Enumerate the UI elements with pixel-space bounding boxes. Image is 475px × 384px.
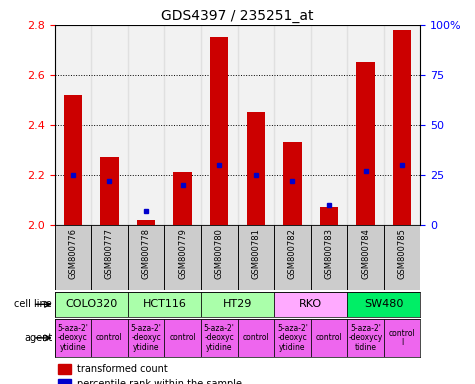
Bar <box>55 292 128 317</box>
Bar <box>91 319 128 357</box>
Bar <box>238 25 274 225</box>
Text: HCT116: HCT116 <box>142 299 186 310</box>
Bar <box>210 37 228 225</box>
Text: control: control <box>169 333 196 343</box>
Text: percentile rank within the sample: percentile rank within the sample <box>76 379 242 384</box>
Text: control: control <box>96 333 123 343</box>
Bar <box>64 95 82 225</box>
Text: 5-aza-2'
-deoxyc
ytidine: 5-aza-2' -deoxyc ytidine <box>57 324 88 352</box>
Text: control: control <box>242 333 269 343</box>
Bar <box>58 379 71 384</box>
Bar <box>128 25 164 225</box>
Text: SW480: SW480 <box>364 299 403 310</box>
Bar <box>247 112 265 225</box>
Bar <box>238 225 274 290</box>
Text: HT29: HT29 <box>223 299 252 310</box>
Text: GSM800783: GSM800783 <box>324 228 333 279</box>
Bar <box>201 292 274 317</box>
Bar <box>384 319 420 357</box>
Text: control: control <box>315 333 342 343</box>
Text: 5-aza-2'
-deoxyc
ytidine: 5-aza-2' -deoxyc ytidine <box>131 324 162 352</box>
Bar <box>356 62 375 225</box>
Bar <box>173 172 192 225</box>
Bar <box>347 292 420 317</box>
Bar <box>393 30 411 225</box>
Bar <box>274 225 311 290</box>
Bar <box>164 225 201 290</box>
Bar <box>128 319 164 357</box>
Bar <box>311 25 347 225</box>
Text: GSM800784: GSM800784 <box>361 228 370 279</box>
Text: GSM800776: GSM800776 <box>68 228 77 279</box>
Bar <box>55 25 91 225</box>
Text: cell line: cell line <box>15 299 52 310</box>
Bar <box>201 225 238 290</box>
Text: 5-aza-2'
-deoxycy
tidine: 5-aza-2' -deoxycy tidine <box>348 324 383 352</box>
Text: control
l: control l <box>389 329 416 347</box>
Bar <box>58 364 71 374</box>
Bar <box>274 292 347 317</box>
Bar <box>283 142 302 225</box>
Title: GDS4397 / 235251_at: GDS4397 / 235251_at <box>161 8 314 23</box>
Bar <box>100 157 119 225</box>
Text: RKO: RKO <box>299 299 322 310</box>
Text: GSM800779: GSM800779 <box>178 228 187 279</box>
Bar <box>320 207 338 225</box>
Bar <box>91 225 128 290</box>
Text: agent: agent <box>24 333 52 343</box>
Text: transformed count: transformed count <box>76 364 167 374</box>
Bar <box>201 25 238 225</box>
Bar <box>274 319 311 357</box>
Text: GSM800785: GSM800785 <box>398 228 407 279</box>
Text: GSM800777: GSM800777 <box>105 228 114 279</box>
Bar <box>311 319 347 357</box>
Text: 5-aza-2'
-deoxyc
ytidine: 5-aza-2' -deoxyc ytidine <box>204 324 235 352</box>
Text: COLO320: COLO320 <box>65 299 117 310</box>
Bar <box>201 319 238 357</box>
Text: GSM800782: GSM800782 <box>288 228 297 279</box>
Bar <box>311 225 347 290</box>
Text: GSM800781: GSM800781 <box>251 228 260 279</box>
Bar <box>91 25 128 225</box>
Bar <box>274 25 311 225</box>
Bar <box>347 319 384 357</box>
Text: GSM800778: GSM800778 <box>142 228 151 279</box>
Text: GSM800780: GSM800780 <box>215 228 224 279</box>
Bar <box>384 225 420 290</box>
Bar <box>347 25 384 225</box>
Bar <box>238 319 274 357</box>
Bar <box>384 25 420 225</box>
Bar <box>137 220 155 225</box>
Bar <box>55 319 91 357</box>
Text: 5-aza-2'
-deoxyc
ytidine: 5-aza-2' -deoxyc ytidine <box>277 324 308 352</box>
Bar <box>164 319 201 357</box>
Bar <box>128 292 201 317</box>
Bar <box>55 225 91 290</box>
Bar <box>347 225 384 290</box>
Bar <box>164 25 201 225</box>
Bar <box>128 225 164 290</box>
